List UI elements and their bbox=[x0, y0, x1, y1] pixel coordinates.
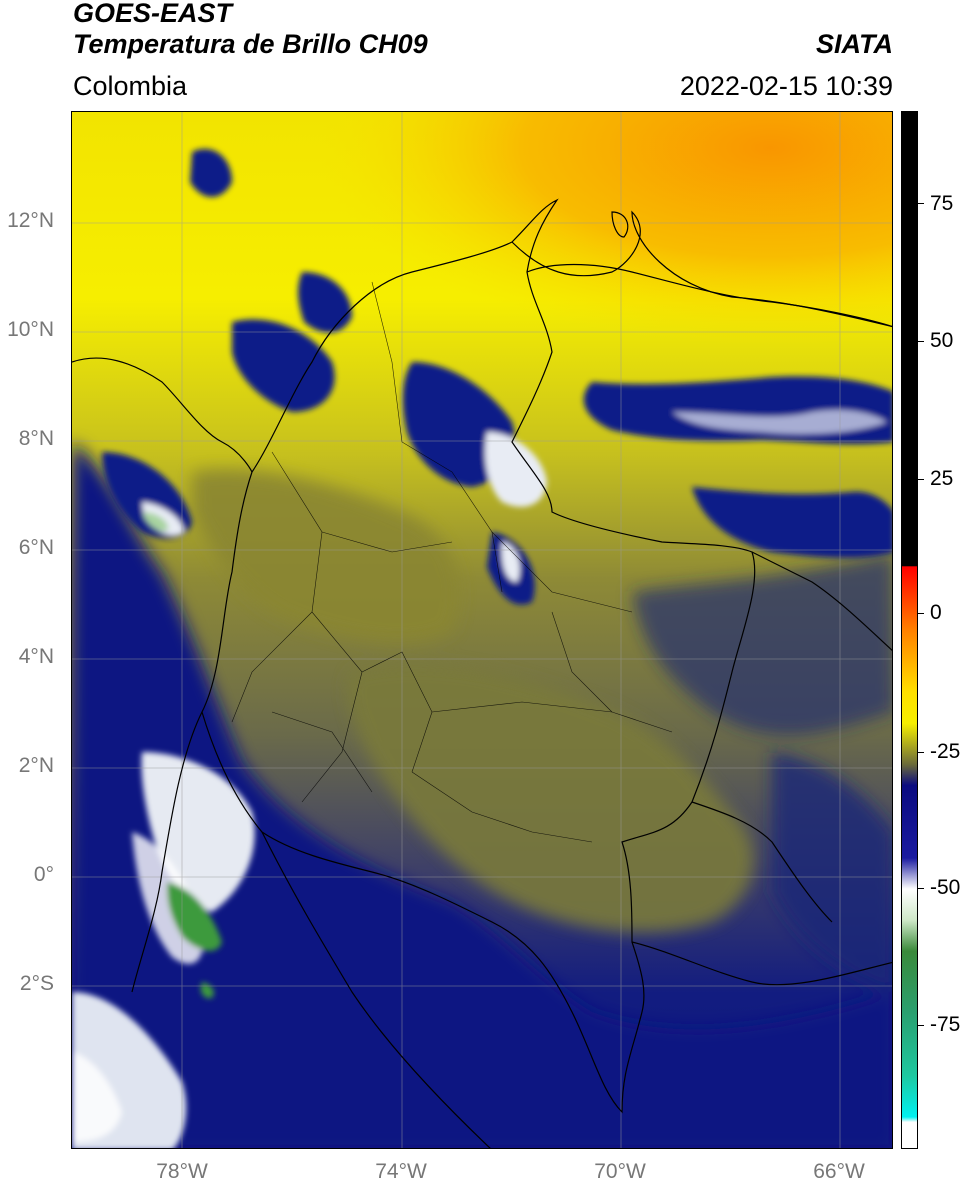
colorbar-label-50: 50 bbox=[930, 329, 954, 352]
region-label: Colombia bbox=[73, 71, 188, 101]
colorbar-label-neg75: -75 bbox=[930, 1013, 961, 1036]
lat-label-4n: 4°N bbox=[18, 645, 54, 668]
chart-title-product: Temperatura de Brillo CH09 bbox=[73, 29, 428, 59]
lat-label-6n: 6°N bbox=[18, 536, 54, 559]
colorbar-tick-neg50 bbox=[918, 888, 924, 889]
colorbar-label-neg25: -25 bbox=[930, 740, 961, 763]
deep-convection-southwest bbox=[72, 752, 255, 1148]
colorbar-label-neg50: -50 bbox=[930, 876, 961, 899]
country-borders bbox=[72, 198, 892, 1148]
colorbar-tick-50 bbox=[918, 341, 924, 342]
graticule bbox=[72, 112, 892, 1148]
colorbar-tick-0 bbox=[918, 613, 924, 614]
colorbar-label-25: 25 bbox=[930, 467, 954, 490]
lat-label-8n: 8°N bbox=[18, 427, 54, 450]
mid-level-cloud-areas bbox=[192, 469, 754, 933]
cold-cloud-areas bbox=[72, 442, 892, 1148]
lat-label-10n: 10°N bbox=[7, 318, 54, 341]
lon-label-78w: 78°W bbox=[156, 1160, 208, 1183]
lat-label-2n: 2°N bbox=[18, 754, 54, 777]
lat-label-12n: 12°N bbox=[7, 209, 54, 232]
brightness-temperature-map bbox=[71, 111, 893, 1149]
colorbar-tick-75 bbox=[918, 203, 924, 204]
colorbar-tick-neg25 bbox=[918, 752, 924, 753]
colorbar-label-75: 75 bbox=[930, 192, 954, 215]
department-borders bbox=[231, 281, 673, 843]
lon-label-66w: 66°W bbox=[813, 1160, 865, 1183]
lat-label-0: 0° bbox=[33, 863, 54, 886]
brand-label: SIATA bbox=[816, 29, 893, 59]
lat-label-2s: 2°S bbox=[19, 972, 54, 995]
colorbar-label-0: 0 bbox=[930, 601, 942, 624]
colorbar-tick-25 bbox=[918, 479, 924, 480]
lon-label-74w: 74°W bbox=[375, 1160, 427, 1183]
lon-label-70w: 70°W bbox=[594, 1160, 646, 1183]
colorbar-tick-neg75 bbox=[918, 1025, 924, 1026]
timestamp-label: 2022-02-15 10:39 bbox=[679, 71, 893, 101]
chart-title-satellite: GOES-EAST bbox=[73, 0, 233, 28]
temperature-colorbar bbox=[901, 111, 918, 1149]
